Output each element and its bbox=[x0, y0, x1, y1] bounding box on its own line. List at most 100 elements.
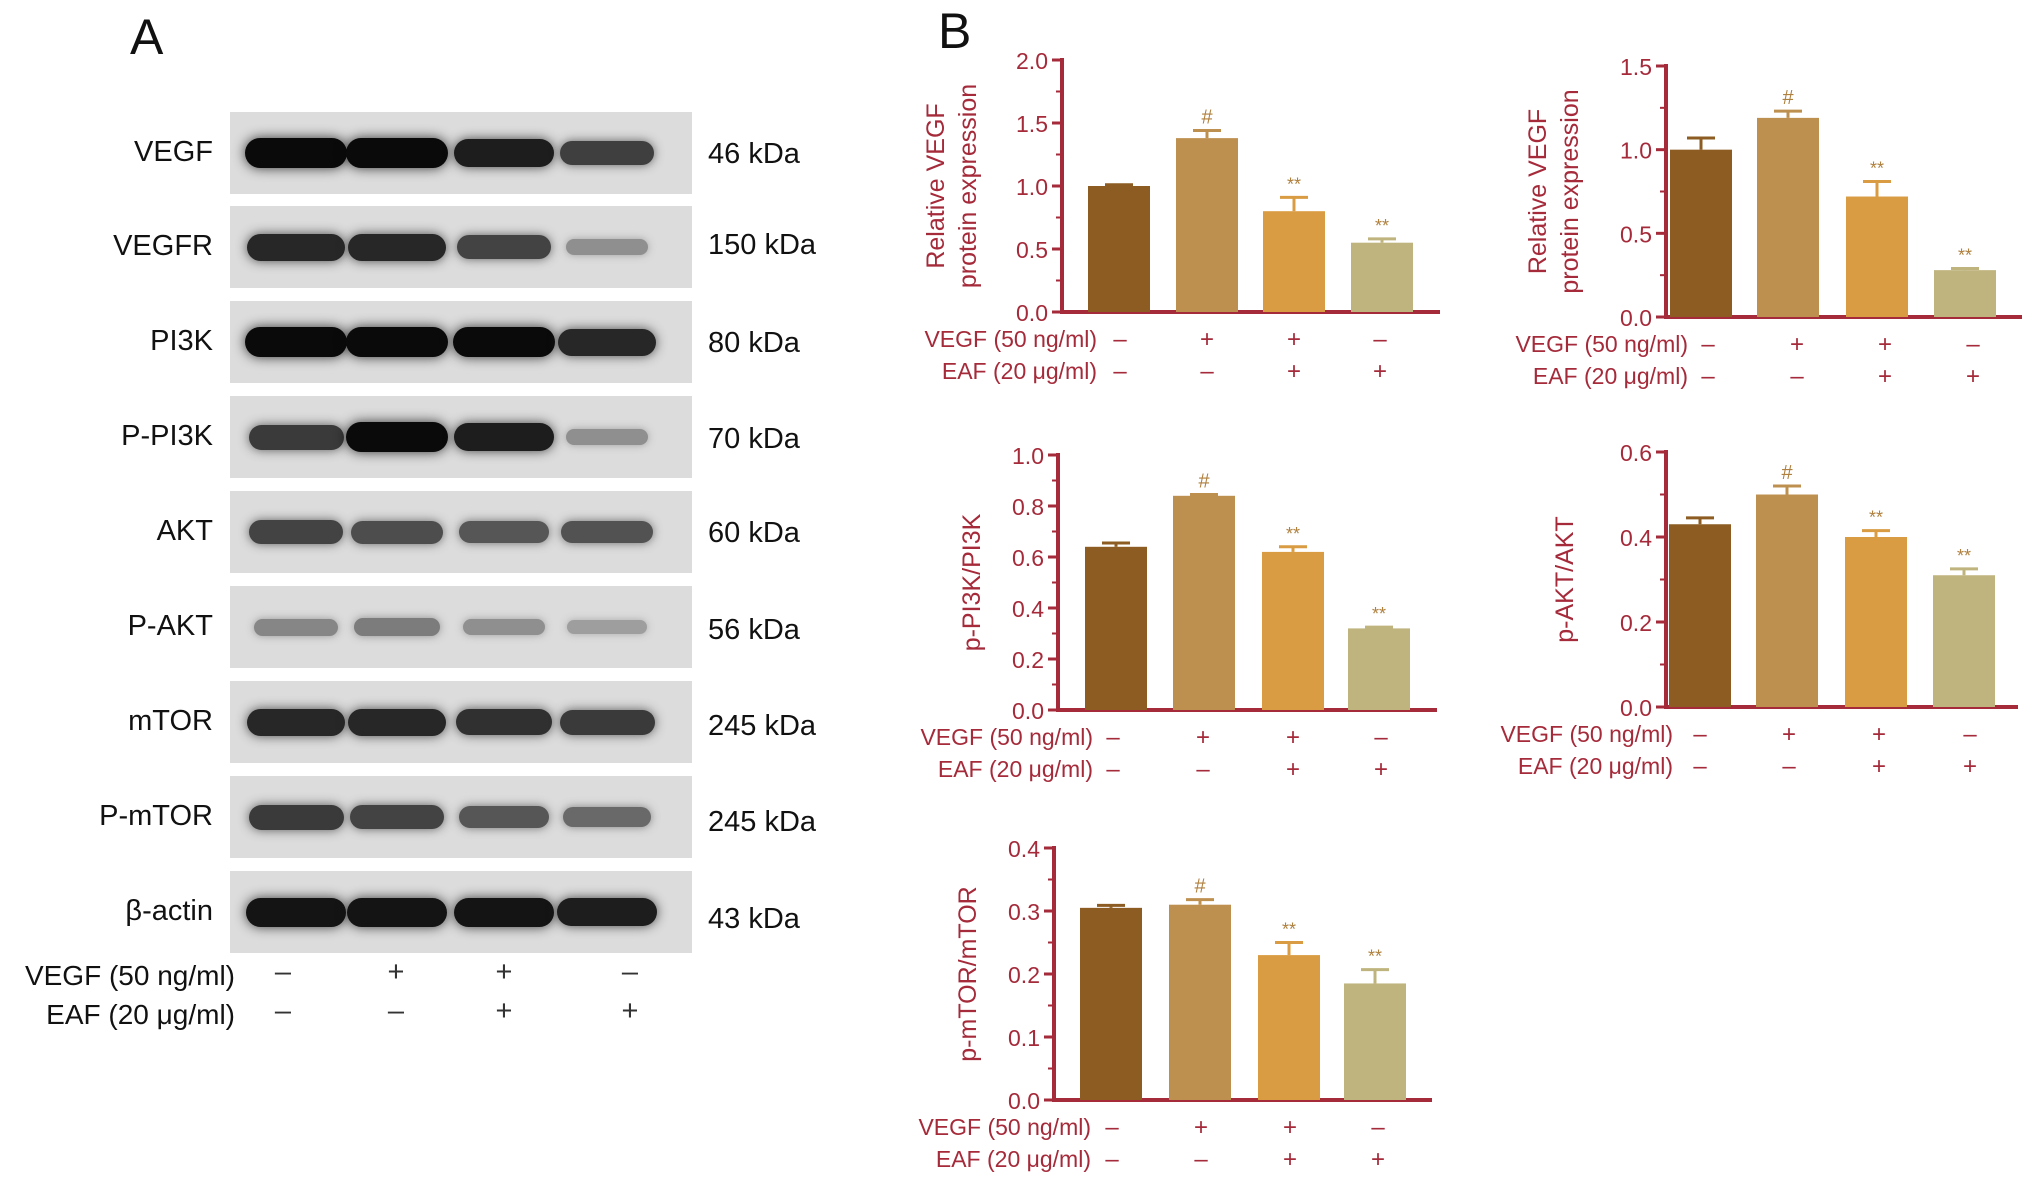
bar bbox=[1933, 575, 1995, 707]
blot-strip bbox=[230, 301, 692, 383]
y-axis-label: p-AKT/AKT bbox=[1551, 516, 1579, 642]
treatment-sign: – bbox=[1782, 753, 1796, 780]
blot-band bbox=[559, 709, 655, 735]
blot-band bbox=[566, 619, 648, 635]
y-tick-label: 1.0 bbox=[1016, 174, 1048, 200]
blot-band bbox=[247, 233, 345, 261]
treatment-sign: + bbox=[1782, 721, 1796, 748]
treatment-sign: – bbox=[1105, 1114, 1119, 1141]
y-tick-label: 0.2 bbox=[1008, 962, 1040, 988]
bar bbox=[1846, 196, 1908, 317]
blot-treatment-sign: – bbox=[621, 956, 639, 988]
treatment-sign: – bbox=[1693, 753, 1707, 780]
bar bbox=[1080, 907, 1142, 1100]
blot-strip bbox=[230, 871, 692, 953]
blot-protein-label: β-actin bbox=[125, 895, 213, 927]
bar bbox=[1344, 983, 1406, 1100]
blot-treatment-sign: + bbox=[495, 956, 513, 988]
blot-band bbox=[561, 520, 653, 544]
treatment-label: EAF (20 μg/ml) bbox=[942, 358, 1097, 384]
y-tick-label: 0.6 bbox=[1620, 440, 1652, 466]
treatment-label: VEGF (50 ng/ml) bbox=[1500, 721, 1673, 747]
blot-band bbox=[454, 139, 554, 167]
bar bbox=[1263, 211, 1325, 312]
blot-strip bbox=[230, 491, 692, 573]
y-axis-label: p-mTOR/mTOR bbox=[954, 886, 982, 1061]
bar-chart: 0.0 0.5 1.0 1.5 2.0 Relative VEGF protein expr… bbox=[922, 48, 1440, 385]
significance-marker: ** bbox=[1957, 546, 1971, 566]
y-tick-label: 1.0 bbox=[1012, 443, 1044, 469]
blot-protein-label: mTOR bbox=[128, 705, 213, 737]
significance-marker: ** bbox=[1368, 947, 1382, 967]
treatment-sign: – bbox=[1373, 326, 1387, 353]
treatment-sign: – bbox=[1790, 363, 1804, 390]
blot-protein-label: P-PI3K bbox=[121, 420, 213, 452]
y-axis-label: protein expression bbox=[1556, 89, 1584, 293]
treatment-label: EAF (20 μg/ml) bbox=[1533, 363, 1688, 389]
y-tick-label: 0.6 bbox=[1012, 545, 1044, 571]
treatment-sign: + bbox=[1872, 753, 1886, 780]
y-tick-label: 0.4 bbox=[1008, 836, 1040, 862]
treatment-sign: – bbox=[1105, 1146, 1119, 1173]
significance-marker: ** bbox=[1375, 216, 1389, 236]
blot-kda-label: 60 kDa bbox=[708, 517, 800, 549]
blot-band bbox=[462, 619, 546, 635]
blot-treatment-sign: + bbox=[495, 995, 513, 1027]
treatment-sign: – bbox=[1693, 721, 1707, 748]
blot-band bbox=[346, 138, 448, 168]
blot-band bbox=[254, 618, 338, 636]
blot-protein-label: VEGF bbox=[134, 136, 213, 168]
treatment-sign: – bbox=[1113, 326, 1127, 353]
y-tick-label: 0.0 bbox=[1008, 1088, 1040, 1114]
blot-band bbox=[346, 422, 448, 452]
blot-band bbox=[348, 708, 446, 736]
bar-chart: 0.0 0.5 1.0 1.5 Relative VEGF protein express… bbox=[1515, 54, 2022, 390]
y-tick-label: 2.0 bbox=[1016, 48, 1048, 74]
blot-band bbox=[563, 807, 651, 827]
treatment-label: EAF (20 μg/ml) bbox=[938, 756, 1093, 782]
significance-marker: ** bbox=[1958, 245, 1972, 265]
treatment-sign: + bbox=[1371, 1146, 1385, 1173]
treatment-label: EAF (20 μg/ml) bbox=[1518, 753, 1673, 779]
blot-band bbox=[458, 521, 550, 543]
significance-marker: ** bbox=[1286, 524, 1300, 544]
significance-marker: ** bbox=[1287, 174, 1301, 194]
significance-marker: ** bbox=[1282, 920, 1296, 940]
blot-band bbox=[558, 328, 656, 356]
bar bbox=[1348, 628, 1410, 710]
bar-chart: 0.0 0.2 0.4 0.6 0.8 1.0 p-PI3K/PI3K # ** ** VEGF (… bbox=[920, 443, 1437, 783]
bar bbox=[1845, 537, 1907, 707]
y-axis-label: Relative VEGF bbox=[922, 103, 950, 268]
treatment-label: VEGF (50 ng/ml) bbox=[918, 1114, 1091, 1140]
blot-band bbox=[346, 897, 448, 927]
blot-protein-label: P-AKT bbox=[127, 610, 213, 642]
y-tick-label: 0.1 bbox=[1008, 1025, 1040, 1051]
blot-band bbox=[350, 805, 444, 829]
significance-marker: # bbox=[1198, 471, 1210, 493]
blot-band bbox=[247, 708, 345, 736]
blot-band bbox=[248, 424, 344, 450]
treatment-sign: + bbox=[1200, 326, 1214, 353]
blot-strip bbox=[230, 396, 692, 478]
blot-strip bbox=[230, 586, 692, 668]
blot-protein-label: VEGFR bbox=[113, 230, 213, 262]
blot-strip bbox=[230, 112, 692, 194]
treatment-label: EAF (20 μg/ml) bbox=[936, 1146, 1091, 1172]
bar bbox=[1258, 955, 1320, 1100]
y-axis-label: p-PI3K/PI3K bbox=[958, 513, 986, 651]
treatment-sign: + bbox=[1194, 1114, 1208, 1141]
y-tick-label: 0.4 bbox=[1620, 525, 1652, 551]
bar-chart: 0.0 0.1 0.2 0.3 0.4 p-mTOR/mTOR # ** ** VEGF (50 … bbox=[918, 836, 1432, 1173]
blot-treatment-sign: – bbox=[387, 995, 405, 1027]
significance-marker: # bbox=[1782, 87, 1794, 109]
treatment-sign: + bbox=[1287, 326, 1301, 353]
bar bbox=[1085, 546, 1147, 710]
significance-marker: # bbox=[1194, 876, 1206, 898]
y-tick-label: 0.0 bbox=[1620, 695, 1652, 721]
treatment-label: VEGF (50 ng/ml) bbox=[920, 724, 1093, 750]
y-tick-label: 1.5 bbox=[1620, 54, 1652, 80]
treatment-sign: – bbox=[1701, 331, 1715, 358]
y-tick-label: 0.2 bbox=[1012, 647, 1044, 673]
blot-band bbox=[457, 235, 551, 259]
